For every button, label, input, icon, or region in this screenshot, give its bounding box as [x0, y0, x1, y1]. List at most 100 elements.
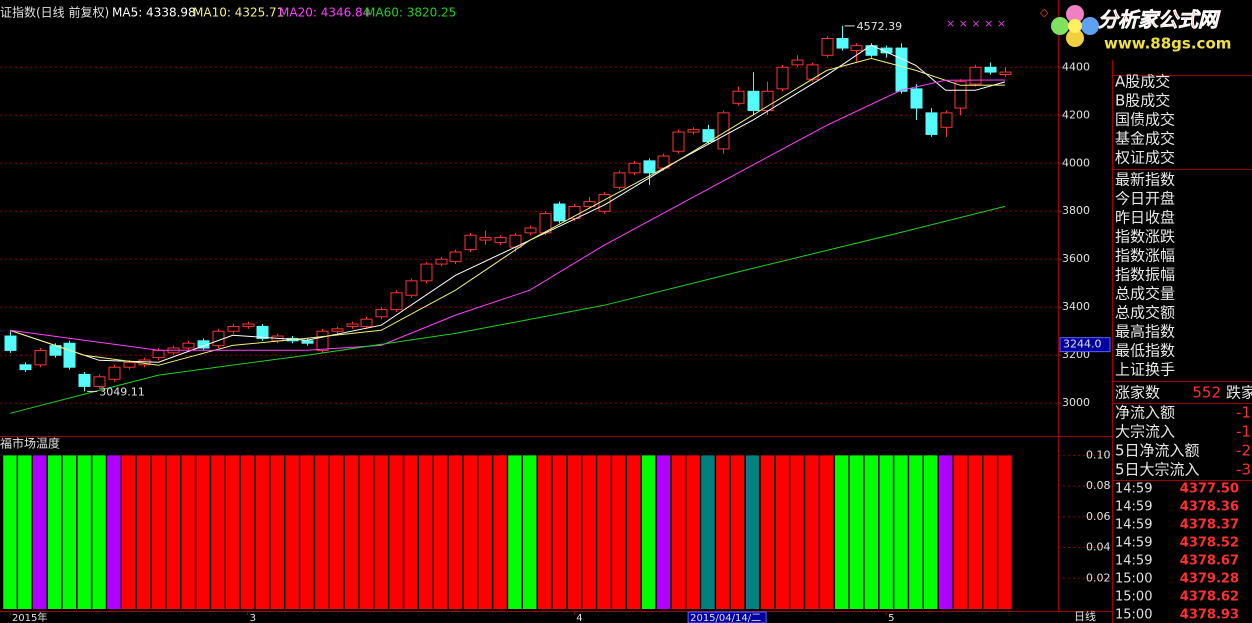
candle-body: [331, 328, 344, 332]
bar: [656, 455, 671, 609]
candle-body: [316, 330, 329, 351]
bar: [730, 455, 745, 609]
cursor-price-label: 3244.0: [1063, 338, 1102, 351]
bar: [122, 455, 136, 609]
bar: [285, 455, 299, 609]
bar: [834, 455, 849, 609]
y-tick-label: 0.04: [1086, 541, 1111, 554]
candle-body: [850, 45, 863, 51]
candle-body: [717, 112, 730, 150]
bar: [567, 455, 582, 609]
tick-price: 4378.93: [1180, 608, 1239, 623]
side-label: 上证换手: [1115, 361, 1175, 379]
advance-value: 552: [1192, 384, 1221, 402]
candle-body: [999, 71, 1012, 75]
bar: [77, 455, 91, 609]
y-tick-label: 3600: [1062, 252, 1090, 265]
bar: [211, 455, 225, 609]
side-label: 国债成交: [1115, 111, 1175, 129]
bar: [166, 455, 181, 609]
candle-body: [568, 205, 581, 219]
moving-average-line: [9, 79, 1006, 351]
bar: [315, 455, 329, 609]
bar: [493, 455, 507, 609]
bar: [300, 455, 314, 609]
bar: [537, 455, 552, 609]
bar: [47, 455, 62, 609]
bar: [359, 455, 374, 609]
x-tick-label: 5: [888, 613, 894, 623]
logo-title: 分析家公式网: [1098, 8, 1221, 32]
legend-entry: MA5: 4338.98: [112, 6, 196, 20]
bar: [181, 455, 195, 609]
side-label: A股成交: [1115, 73, 1170, 91]
candle-body: [643, 160, 656, 174]
flow-label: 5日净流入额: [1115, 442, 1200, 460]
candle-body: [435, 258, 448, 265]
moving-average-line: [9, 44, 1006, 363]
bar: [820, 455, 834, 609]
x-tick-label: 2015年: [12, 611, 47, 623]
bar: [894, 455, 908, 609]
bar: [225, 455, 240, 609]
candle-body: [732, 90, 745, 104]
tick-price: 4378.37: [1180, 518, 1239, 533]
candle-body: [464, 234, 477, 251]
advance-label: 涨家数: [1115, 384, 1160, 402]
side-label: 总成交额: [1115, 304, 1175, 322]
bar: [582, 455, 596, 609]
bar: [344, 455, 359, 609]
bar: [998, 455, 1012, 609]
side-label: 昨日收盘: [1115, 209, 1175, 227]
bar: [626, 455, 641, 609]
candle-body: [984, 66, 997, 73]
bar: [983, 455, 997, 609]
tick-price: 4378.52: [1180, 536, 1239, 551]
candle-body: [346, 323, 359, 327]
bar: [404, 455, 418, 609]
y-tick-label: 4400: [1062, 60, 1090, 73]
side-label: 最新指数: [1115, 171, 1175, 189]
side-label: 指数涨幅: [1115, 247, 1175, 265]
legend-entry: MA20: 4346.84: [279, 6, 370, 20]
candle-body: [954, 81, 967, 109]
tick-time: 15:00: [1115, 572, 1152, 587]
bar: [3, 455, 17, 609]
side-label: 指数振幅: [1115, 266, 1175, 284]
side-label: B股成交: [1115, 92, 1170, 110]
bar: [716, 455, 730, 609]
candle-body: [390, 292, 403, 311]
y-tick-label: 0.08: [1086, 479, 1111, 492]
side-label: 权证成交: [1115, 149, 1175, 167]
bar: [136, 455, 151, 609]
x-tick-label: 4: [576, 613, 582, 623]
side-label: 总成交量: [1115, 285, 1175, 303]
candle-body: [227, 325, 240, 332]
side-label: 指数涨跌: [1115, 228, 1175, 246]
side-label: 基金成交: [1115, 130, 1175, 148]
bar: [62, 455, 77, 609]
bar: [953, 455, 968, 609]
candle-body: [256, 325, 269, 339]
candle-body: [108, 366, 121, 380]
bar: [701, 455, 715, 609]
candle-body: [449, 251, 462, 263]
y-tick-label: 4000: [1062, 156, 1090, 169]
advance-tail: 跌家: [1226, 384, 1252, 402]
y-tick-label: 3800: [1062, 204, 1090, 217]
candle-body: [494, 237, 507, 243]
candle-body: [63, 342, 76, 368]
bar: [938, 455, 953, 609]
legend-entry: MA10: 4325.71: [193, 6, 284, 20]
bar: [597, 455, 611, 609]
cursor-date-label: 2015/04/14/二: [690, 613, 761, 623]
bar: [419, 455, 433, 609]
bar: [923, 455, 938, 609]
candle-body: [761, 90, 774, 111]
tick-time: 14:59: [1115, 554, 1152, 569]
candle-body: [405, 280, 418, 296]
bar: [745, 455, 760, 609]
candle-body: [895, 47, 908, 92]
y-tick-label: 4200: [1062, 108, 1090, 121]
legend-entry: MA60: 3820.25: [365, 6, 456, 20]
